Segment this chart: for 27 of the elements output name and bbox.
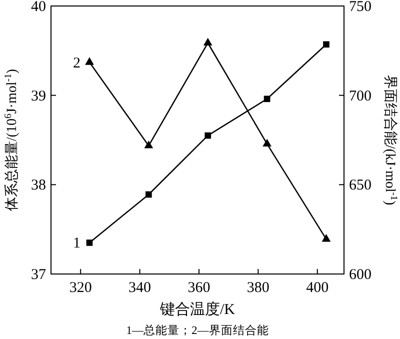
y2-tick-label: 650 — [349, 178, 372, 194]
text: 1—总能量；2—界面结合能 — [126, 324, 269, 337]
x-tick-label: 340 — [128, 280, 152, 296]
y2-tick-label: 600 — [349, 267, 372, 283]
x-tick-label: 320 — [69, 280, 92, 296]
y-tick-label: 40 — [31, 0, 46, 15]
x-tick-label: 400 — [306, 280, 329, 296]
y-tick-label: 39 — [31, 88, 46, 104]
series-label: 1 — [72, 236, 80, 252]
point — [203, 38, 212, 46]
y2-tick-label: 750 — [349, 0, 372, 15]
point — [264, 96, 270, 102]
point — [146, 191, 152, 198]
x-axis-title: 键合温度/K — [159, 301, 236, 318]
y2-tick-label: 700 — [349, 88, 372, 104]
point — [85, 57, 94, 65]
point — [144, 140, 154, 148]
point — [262, 138, 272, 146]
point — [204, 132, 212, 139]
point — [323, 41, 330, 48]
point — [86, 240, 93, 246]
x-tick-label: 360 — [188, 280, 210, 296]
x-tick-label: 380 — [246, 280, 270, 296]
y-tick-label: 37 — [31, 267, 46, 283]
y-tick-label: 38 — [31, 178, 46, 194]
series-label: 2 — [72, 55, 80, 72]
point — [322, 234, 331, 242]
